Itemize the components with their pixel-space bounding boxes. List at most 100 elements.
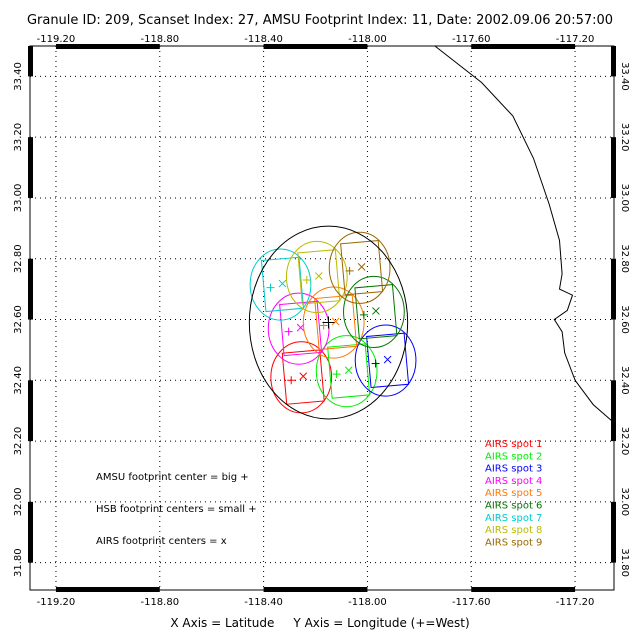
airs-footprint-circle-8 xyxy=(285,240,348,314)
frame-bar-right-6 xyxy=(611,380,616,442)
airs-footprint-circle-7 xyxy=(249,248,312,321)
frame-bar-right-8 xyxy=(611,501,616,563)
notes: AMSU footprint center = big + HSB footpr… xyxy=(96,472,257,547)
y-tick-label-right-8: 31.80 xyxy=(619,548,630,577)
hsb-footprint-box-4 xyxy=(279,300,323,357)
x-tick-label-bottom-5: -117.20 xyxy=(556,597,595,608)
airs-footprint-circle-3 xyxy=(354,324,417,397)
plot-title: Granule ID: 209, Scanset Index: 27, AMSU… xyxy=(27,13,613,28)
y-tick-label-left-3: 32.80 xyxy=(13,244,24,273)
x-tick-label-bottom-0: -119.20 xyxy=(37,597,76,608)
frame-tick-bars xyxy=(28,44,616,592)
airs-footprint-circle-6 xyxy=(343,275,405,348)
legend-entry-4: AIRS spot 4 xyxy=(485,476,542,487)
frame-bar-right-2 xyxy=(611,137,616,198)
hsb-footprint-box-3 xyxy=(366,332,410,389)
x-tick-label-bottom-2: -118.40 xyxy=(244,597,283,608)
frame-bar-left-2 xyxy=(28,137,33,198)
y-tick-label-right-5: 32.40 xyxy=(619,366,630,395)
airs-spot-3 xyxy=(354,324,417,397)
airs-center-mark-6 xyxy=(372,307,380,315)
airs-center-mark-2 xyxy=(344,366,353,375)
airs-spot-4 xyxy=(267,292,330,365)
x-tick-label-bottom-4: -117.60 xyxy=(452,597,491,608)
y-tick-label-right-1: 33.20 xyxy=(619,123,630,152)
coastline xyxy=(434,45,615,424)
hsb-center-mark-6 xyxy=(359,310,368,319)
airs-center-mark-5 xyxy=(331,317,340,326)
airs-center-mark-1 xyxy=(299,372,308,381)
legend-entry-2: AIRS spot 2 xyxy=(485,451,542,462)
x-tick-label-top-1: -118.80 xyxy=(140,34,179,45)
amsu-footprint-circle xyxy=(248,225,409,420)
airs-center-mark-8 xyxy=(314,272,323,280)
y-tick-label-right-2: 33.00 xyxy=(619,184,630,213)
hsb-footprint-box-5 xyxy=(314,294,358,351)
grid-lines xyxy=(30,46,614,590)
note-airs: AIRS footprint centers = x xyxy=(96,536,227,547)
x-tick-label-top-3: -118.00 xyxy=(348,34,387,45)
hsb-center-mark-9 xyxy=(345,266,354,275)
frame-bar-left-6 xyxy=(28,380,33,442)
frame-bar-bottom-1 xyxy=(55,587,160,592)
x-tick-label-top-4: -117.60 xyxy=(452,34,491,45)
frame-bar-bottom-5 xyxy=(471,587,576,592)
airs-footprints xyxy=(249,231,417,414)
y-tick-label-right-7: 32.00 xyxy=(619,488,630,517)
hsb-center-mark-2 xyxy=(332,370,341,379)
airs-center-mark-7 xyxy=(278,279,287,288)
y-tick-label-right-0: 33.40 xyxy=(619,62,630,91)
hsb-footprint-box-6 xyxy=(354,284,398,340)
y-tick-label-left-0: 33.40 xyxy=(13,62,24,91)
y-tick-label-left-1: 33.20 xyxy=(13,123,24,152)
frame-bar-top-3 xyxy=(263,44,368,49)
hsb-footprint-box-7 xyxy=(260,256,304,313)
legend-entry-3: AIRS spot 3 xyxy=(485,464,542,475)
legend-entry-6: AIRS spot 6 xyxy=(485,501,542,512)
frame-bar-bottom-3 xyxy=(263,587,368,592)
amsu-center-mark xyxy=(322,316,335,329)
frame-bar-left-4 xyxy=(28,258,33,320)
x-tick-label-top-5: -117.20 xyxy=(556,34,595,45)
frame-bar-right-4 xyxy=(611,258,616,320)
hsb-center-mark-4 xyxy=(284,327,293,336)
hsb-footprint-box-1 xyxy=(281,349,325,405)
y-tick-label-left-2: 33.00 xyxy=(13,184,24,213)
frame-bar-top-1 xyxy=(55,44,160,49)
y-tick-label-left-4: 32.60 xyxy=(13,305,24,334)
airs-center-mark-3 xyxy=(383,355,392,364)
airs-center-mark-9 xyxy=(357,263,366,271)
hsb-center-mark-1 xyxy=(287,376,296,385)
hsb-center-mark-8 xyxy=(302,275,311,284)
hsb-footprint-box-2 xyxy=(327,343,371,399)
hsb-footprint-box-9 xyxy=(340,239,384,296)
y-tick-label-left-7: 32.00 xyxy=(13,488,24,517)
airs-spot-1 xyxy=(270,341,333,414)
legend-entry-9: AIRS spot 9 xyxy=(485,537,542,548)
airs-spot-2 xyxy=(315,335,378,408)
tick-labels: -119.20 -119.20 -118.80 -118.80 -118.40 -118.… xyxy=(13,34,630,608)
airs-footprint-circle-2 xyxy=(315,335,378,408)
legend-entry-1: AIRS spot 1 xyxy=(485,439,542,450)
y-tick-label-right-4: 32.60 xyxy=(619,305,630,334)
frame-bar-left-8 xyxy=(28,501,33,563)
legend-entry-5: AIRS spot 5 xyxy=(485,488,542,499)
legend-entry-8: AIRS spot 8 xyxy=(485,525,542,536)
frame-bar-right-0 xyxy=(611,46,616,77)
airs-footprint-circle-9 xyxy=(328,231,391,304)
y-tick-label-left-5: 32.40 xyxy=(13,366,24,395)
x-tick-label-top-2: -118.40 xyxy=(244,34,283,45)
axis-caption: X Axis = Latitude Y Axis = Longitude (+=… xyxy=(170,616,469,630)
airs-spot-9 xyxy=(328,231,391,304)
y-tick-label-left-6: 32.20 xyxy=(13,427,24,456)
frame-bar-top-5 xyxy=(471,44,576,49)
y-tick-label-right-6: 32.20 xyxy=(619,427,630,456)
x-tick-label-bottom-3: -118.00 xyxy=(348,597,387,608)
frame-bar-left-0 xyxy=(28,46,33,77)
hsb-footprint-box-8 xyxy=(297,249,341,305)
airs-footprint-circle-4 xyxy=(267,292,330,365)
note-amsu: AMSU footprint center = big + xyxy=(96,472,249,483)
